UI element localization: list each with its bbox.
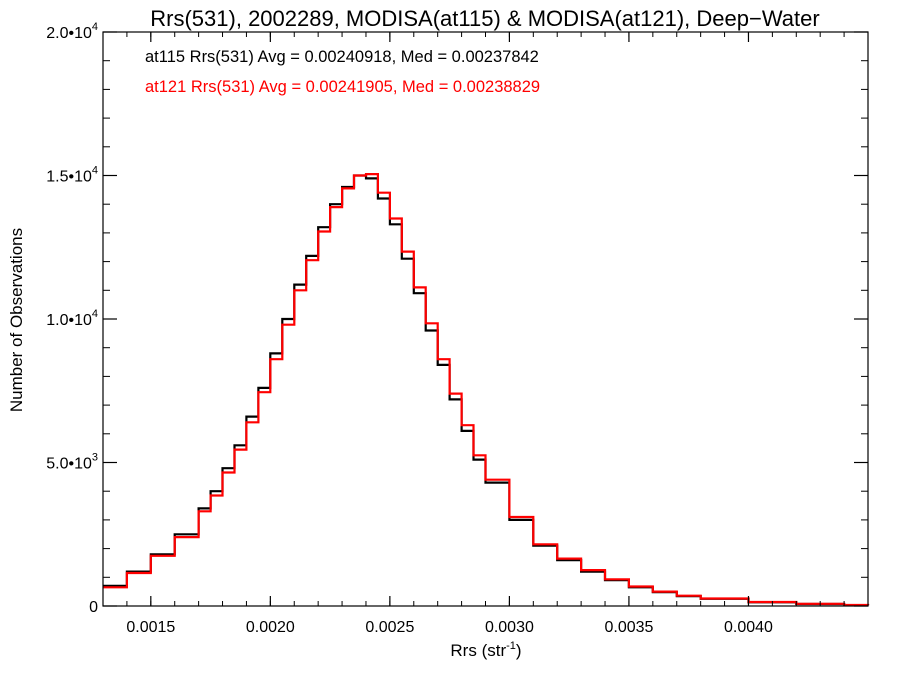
plot-frame [102, 31, 869, 607]
y-axis-label: Number of Observations [7, 228, 26, 412]
x-tick-label-2: 0.0025 [365, 619, 414, 636]
x-tick-label-0: 0.0015 [126, 619, 175, 636]
x-tick-label-5: 0.0040 [724, 619, 773, 636]
x-axis-label: Rrs (str-1) [450, 640, 521, 660]
legend-entry-at115: at115 Rrs(531) Avg = 0.00240918, Med = 0… [145, 48, 539, 66]
y-tick-label-3: 1.5•104 [46, 165, 98, 186]
y-tick-label-4: 2.0•104 [46, 21, 98, 42]
y-tick-label-0: 0 [89, 599, 98, 616]
series-0-line [103, 174, 870, 607]
x-tick-label-4: 0.0035 [604, 619, 653, 636]
x-axis-label-sup: -1 [506, 640, 516, 652]
series-layer [103, 173, 870, 607]
x-tick-label-1: 0.0020 [246, 619, 295, 636]
series-1-line [103, 173, 870, 607]
x-axis-label-main: Rrs (str [450, 641, 506, 660]
axes-layer: 0.0015 0.0020 0.0025 0.0030 0.0035 0.0040 0 5.0… [46, 21, 869, 636]
y-tick-label-2: 1.0•104 [46, 308, 98, 329]
chart-title: Rrs(531), 2002289, MODISA(at115) & MODIS… [150, 6, 819, 31]
legend-entry-at121: at121 Rrs(531) Avg = 0.00241905, Med = 0… [145, 78, 540, 96]
y-tick-label-1: 5.0•103 [46, 452, 98, 473]
x-tick-label-3: 0.0030 [485, 619, 534, 636]
x-axis-label-end: ) [516, 641, 522, 660]
